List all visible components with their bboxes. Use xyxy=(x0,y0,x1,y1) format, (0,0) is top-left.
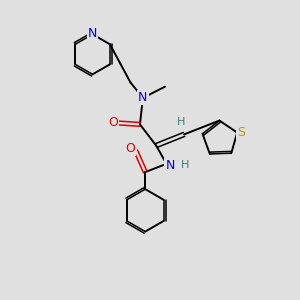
Text: N: N xyxy=(138,92,148,104)
Text: O: O xyxy=(126,142,136,155)
Text: O: O xyxy=(109,116,118,129)
Text: H: H xyxy=(181,160,189,170)
Text: N: N xyxy=(88,27,97,40)
Text: N: N xyxy=(165,159,175,172)
Text: S: S xyxy=(237,126,245,139)
Text: H: H xyxy=(177,117,185,127)
